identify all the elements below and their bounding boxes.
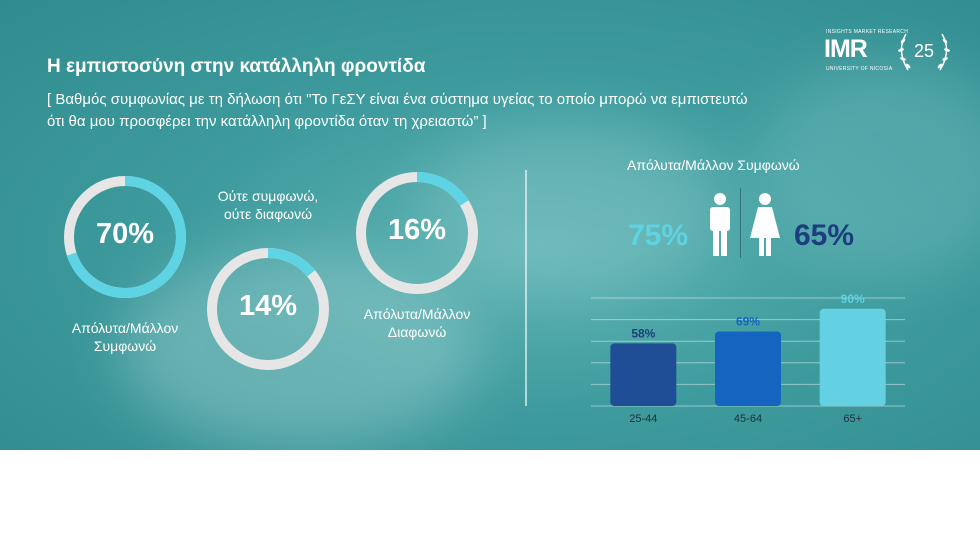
- donut-value-disagree: 16%: [387, 214, 447, 246]
- donut-chart-agree: [64, 176, 186, 298]
- slide: Η εμπιστοσύνη στην κατάλληλη φροντίδα [ …: [0, 0, 980, 450]
- x-tick-label: 65+: [843, 413, 862, 425]
- x-tick-label: 25-44: [629, 413, 657, 425]
- caption-line: Διαφωνώ: [387, 324, 447, 340]
- caption-line: Ούτε συμφωνώ,: [217, 188, 319, 204]
- logo-top-text: INSIGHTS MARKET RESEARCH: [826, 29, 909, 35]
- subtitle-line-2: ότι θα μου προσφέρει την κατάλληλη φροντ…: [47, 113, 487, 130]
- gender-section-title: Απόλυτα/Μάλλον Συμφωνώ: [627, 157, 800, 173]
- background-blob: [760, 60, 980, 280]
- donut-value-arc: [207, 248, 329, 370]
- donut-value-arc: [356, 172, 478, 294]
- caption-line: Απόλυτα/Μάλλον: [363, 306, 471, 322]
- x-tick-label: 45-64: [734, 413, 762, 425]
- female-percentage: 65%: [794, 219, 855, 252]
- page-title: Η εμπιστοσύνη στην κατάλληλη φροντίδα: [47, 56, 426, 77]
- logo-anniversary-number: 25: [914, 41, 934, 61]
- bar-65+: [819, 308, 886, 406]
- bar-value-label: 90%: [841, 292, 865, 306]
- imr-logo: INSIGHTS MARKET RESEARCH IMR UNIVERSITY …: [824, 26, 954, 76]
- bar-value-label: 58%: [631, 326, 655, 340]
- donut-chart-disagree: [356, 172, 478, 294]
- donut-value-arc: [64, 176, 186, 298]
- donut-value-neutral: 14%: [238, 290, 298, 322]
- caption-line: ούτε διαφωνώ: [223, 206, 313, 222]
- section-divider: [525, 170, 527, 406]
- logo-wordmark: IMR: [824, 35, 868, 63]
- logo-bottom-text: UNIVERSITY OF NICOSIA: [826, 66, 893, 72]
- anniversary-laurel-icon: 25: [898, 33, 950, 71]
- bar-45-64: [715, 331, 781, 406]
- gender-separator: [740, 188, 741, 258]
- subtitle-line-1: [ Βαθμός συμφωνίας με τη δήλωση ότι "Το …: [47, 91, 748, 108]
- caption-line: Απόλυτα/Μάλλον: [71, 320, 179, 336]
- male-percentage: 75%: [628, 219, 689, 252]
- donut-caption-agree: Απόλυτα/Μάλλον Συμφωνώ: [36, 319, 214, 355]
- donut-caption-neutral: Ούτε συμφωνώ, ούτε διαφωνώ: [180, 187, 356, 223]
- donut-value-agree: 70%: [95, 218, 155, 250]
- age-bar-chart: 58% 25-44 69% 45-64 90% 65+: [591, 292, 905, 425]
- caption-line: Συμφωνώ: [93, 338, 157, 354]
- female-icon: [750, 193, 780, 256]
- bar-25-44: [610, 343, 677, 406]
- donut-caption-disagree: Απόλυτα/Μάλλον Διαφωνώ: [326, 305, 508, 341]
- donut-chart-neutral: [207, 248, 329, 370]
- bar-value-label: 69%: [736, 314, 760, 328]
- male-icon: [710, 193, 730, 256]
